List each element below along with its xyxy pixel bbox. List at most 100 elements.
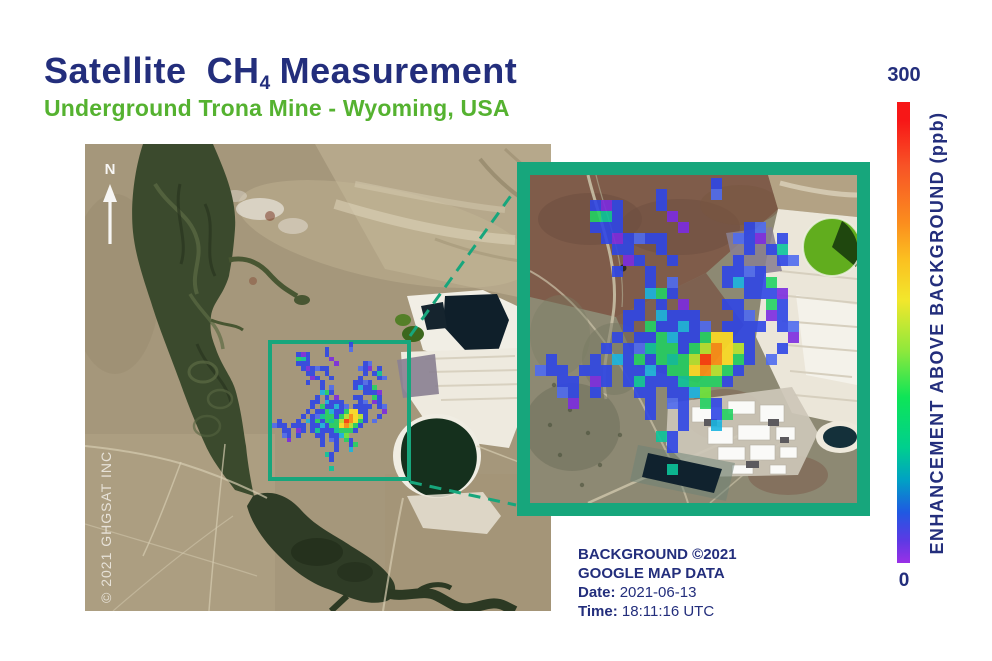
time-value: 18:11:16 UTC: [621, 603, 715, 620]
plume-cell: [601, 211, 612, 222]
plume-cell: [700, 343, 711, 354]
plume-cell: [324, 390, 330, 395]
plume-cell: [305, 361, 311, 367]
plume-cell: [557, 376, 568, 387]
plume-cell: [358, 399, 363, 405]
colorbar-axis-label: ENHANCEMENT ABOVE BACKGROUND (ppb): [927, 111, 947, 555]
plume-cell: [733, 354, 744, 365]
plume-cell: [353, 404, 359, 410]
plume-cell: [744, 288, 755, 299]
plume-cell: [700, 387, 711, 398]
plume-cell: [372, 385, 378, 390]
colorbar-max-label: 300: [887, 64, 921, 86]
plume-cell: [319, 437, 325, 443]
plume-cell: [305, 380, 311, 386]
plume-cell: [348, 409, 354, 414]
plume-cell: [678, 354, 689, 365]
plume-cell: [358, 380, 363, 386]
plume-cell: [319, 413, 325, 419]
plume-cell: [656, 200, 667, 211]
plume-cell: [343, 409, 349, 414]
plume-cell: [700, 398, 711, 409]
plume-cell: [678, 343, 689, 354]
plume-cell: [689, 376, 700, 387]
plume-cell: [300, 356, 306, 362]
plume-cell: [348, 423, 354, 429]
page-title: Satellite CH4 Measurement: [44, 50, 517, 95]
plume-cell: [766, 288, 777, 299]
plume-cell: [305, 409, 311, 414]
plume-cell: [689, 332, 700, 343]
colorbar-gradient: [897, 102, 910, 563]
plume-cell: [329, 428, 335, 433]
plume-cell: [310, 418, 316, 424]
plume-cell: [711, 365, 722, 376]
plume-cell: [300, 428, 306, 433]
plume-cell: [353, 413, 359, 419]
plume-cell: [722, 354, 733, 365]
plume-cell: [733, 321, 744, 332]
plume-cell: [367, 361, 373, 367]
plume-cell: [722, 266, 733, 277]
plume-cell: [656, 431, 667, 442]
plume-cell: [689, 321, 700, 332]
plume-cell: [733, 266, 744, 277]
plume-cell: [324, 370, 330, 376]
plume-cell: [305, 370, 311, 376]
plume-cell: [656, 244, 667, 255]
plume-cell: [343, 437, 349, 443]
plume-cell: [372, 418, 378, 424]
plume-cell: [667, 288, 678, 299]
plume-cell: [362, 404, 368, 410]
plume-cell: [744, 321, 755, 332]
plume-cell: [324, 399, 330, 405]
plume-cell: [334, 437, 339, 443]
plume-cell: [353, 385, 359, 390]
plume-cell: [590, 211, 601, 222]
plume-cell: [272, 423, 277, 429]
plume-cell: [744, 343, 755, 354]
plume-cell: [281, 423, 287, 429]
plume-cell: [656, 354, 667, 365]
plume-cell: [788, 332, 799, 343]
plume-cell: [377, 413, 382, 419]
plume-cell: [667, 387, 678, 398]
plume-cell: [733, 255, 744, 266]
plume-cell: [343, 423, 349, 429]
plume-cell: [612, 244, 623, 255]
plume-cell: [689, 310, 700, 321]
plume-cell: [343, 418, 349, 424]
plume-cell: [645, 233, 656, 244]
plume-cell: [324, 428, 330, 433]
plume-cell: [329, 452, 335, 457]
plume-cell: [777, 255, 788, 266]
main-satellite-map: N © 2021 GHGSAT INC: [85, 144, 551, 611]
plume-cell: [590, 222, 601, 233]
plume-cell: [358, 423, 363, 429]
plume-cell: [300, 366, 306, 371]
plume-cell: [612, 332, 623, 343]
plume-cell: [568, 387, 579, 398]
plume-cell: [334, 394, 339, 400]
plume-cell: [358, 413, 363, 419]
plume-cell: [367, 366, 373, 371]
plume-cell: [329, 356, 335, 362]
plume-cell: [343, 413, 349, 419]
plume-cell: [329, 432, 335, 438]
plume-cell: [557, 387, 568, 398]
plume-cell: [362, 390, 368, 395]
plume-cell: [711, 189, 722, 200]
plume-cell: [733, 365, 744, 376]
plume-cell: [777, 299, 788, 310]
plume-cell: [319, 428, 325, 433]
plume-cell: [343, 428, 349, 433]
plume-cell: [744, 310, 755, 321]
plume-cell: [319, 404, 325, 410]
plume-cell: [722, 343, 733, 354]
plume-cell: [744, 354, 755, 365]
plume-cell: [372, 394, 378, 400]
plume-cell: [755, 277, 766, 288]
plume-cell: [353, 428, 359, 433]
plume-cell: [590, 200, 601, 211]
plume-cell: [546, 365, 557, 376]
